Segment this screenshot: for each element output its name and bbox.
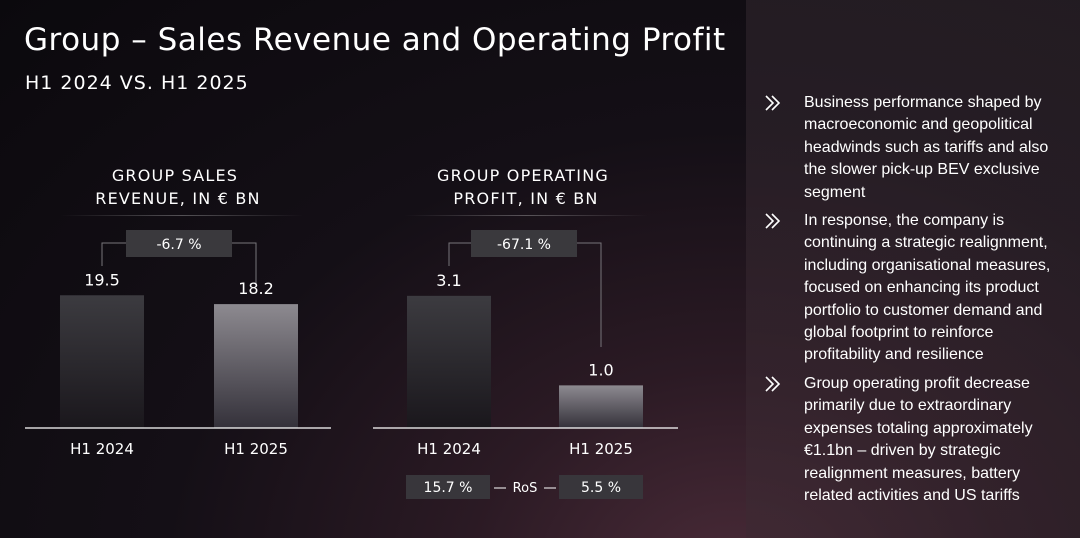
bullet-item-3: Group operating profit decrease primaril… xyxy=(764,373,1068,507)
ros-box-h1-2024 xyxy=(406,475,490,499)
bullet-text-1: Business performance shaped by macroecon… xyxy=(804,94,1049,201)
sales-revenue-chart: GROUP SALES REVENUE, IN € BN -6.7 % 19.5… xyxy=(25,166,331,458)
page-subtitle: H1 2024 VS. H1 2025 xyxy=(25,72,249,94)
chart1-title-line2: REVENUE, IN € BN xyxy=(95,189,260,208)
ros-box-h1-2025 xyxy=(559,475,643,499)
bullet-text-2: In response, the company is continuing a… xyxy=(804,212,1051,364)
double-chevron-icon xyxy=(765,213,781,229)
double-chevron-icon xyxy=(765,95,781,111)
chart2-category-h1-2024: H1 2024 xyxy=(417,440,481,458)
ros-label: RoS xyxy=(513,481,538,496)
bullet-text-3: Group operating profit decrease primaril… xyxy=(804,374,1033,504)
page-title: Group – Sales Revenue and Operating Prof… xyxy=(24,22,726,58)
chart1-bar-h1-2024 xyxy=(60,295,144,428)
chart2-title-line2: PROFIT, IN € BN xyxy=(453,189,598,208)
operating-profit-chart: GROUP OPERATING PROFIT, IN € BN -67.1 % … xyxy=(373,166,678,499)
chart2-change-box xyxy=(471,230,577,257)
ros-value-h1-2025: 5.5 % xyxy=(581,480,621,496)
bullet-item-1: Business performance shaped by macroecon… xyxy=(764,92,1068,204)
chart2-value-h1-2025: 1.0 xyxy=(588,360,613,379)
charts-area: GROUP SALES REVENUE, IN € BN -6.7 % 19.5… xyxy=(25,166,678,499)
chart1-change-label: -6.7 % xyxy=(156,237,201,253)
chart1-category-h1-2024: H1 2024 xyxy=(70,440,134,458)
chart1-value-h1-2024: 19.5 xyxy=(84,270,120,289)
chart1-value-h1-2025: 18.2 xyxy=(238,279,274,298)
chart2-title-line1: GROUP OPERATING xyxy=(437,166,609,185)
double-chevron-icon xyxy=(765,376,781,392)
chart1-category-h1-2025: H1 2025 xyxy=(224,440,288,458)
chart2-bar-h1-2025 xyxy=(559,385,643,428)
chart2-bar-h1-2024 xyxy=(407,295,491,428)
chart1-title-line1: GROUP SALES xyxy=(112,166,238,185)
chart2-title-separator xyxy=(404,215,648,216)
chart2-change-label: -67.1 % xyxy=(497,237,551,253)
chart2-category-h1-2025: H1 2025 xyxy=(569,440,633,458)
bullet-item-2: In response, the company is continuing a… xyxy=(764,210,1068,367)
commentary-bullets: Business performance shaped by macroecon… xyxy=(764,92,1068,513)
ros-value-h1-2024: 15.7 % xyxy=(424,480,473,496)
chart1-bar-h1-2025 xyxy=(214,304,298,428)
chart1-title-separator xyxy=(60,215,304,216)
commentary-panel xyxy=(746,0,1080,538)
chart2-value-h1-2024: 3.1 xyxy=(436,271,461,290)
chart1-change-box xyxy=(126,230,232,257)
